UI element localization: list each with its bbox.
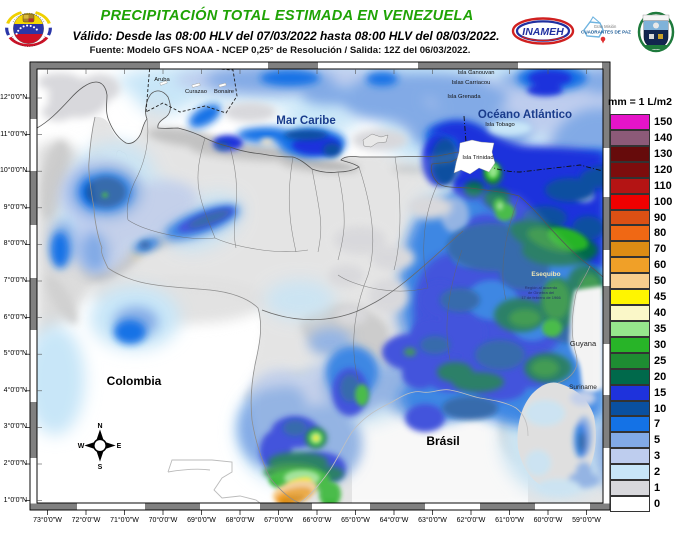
svg-text:Región al acuerdo: Región al acuerdo	[525, 285, 558, 290]
svg-text:Suriname: Suriname	[569, 384, 597, 391]
svg-text:Guyana: Guyana	[570, 339, 597, 348]
svg-text:INAMEH: INAMEH	[522, 26, 564, 38]
svg-text:Aruba: Aruba	[154, 77, 170, 83]
svg-text:Isla Grenada: Isla Grenada	[447, 94, 481, 100]
svg-text:Mar Caribe: Mar Caribe	[276, 115, 335, 127]
svg-text:W: W	[78, 443, 85, 450]
svg-text:Océano Atlántico: Océano Atlántico	[478, 109, 572, 121]
svg-text:Bonaire: Bonaire	[214, 89, 234, 95]
svg-text:Esequibo: Esequibo	[531, 271, 560, 278]
svg-text:Curazao: Curazao	[185, 89, 207, 95]
svg-text:N: N	[97, 423, 102, 430]
svg-text:17 de febrero de 1966: 17 de febrero de 1966	[521, 295, 561, 300]
svg-text:Colombia: Colombia	[107, 374, 162, 388]
svg-text:Isla Canouvan: Isla Canouvan	[457, 70, 494, 76]
svg-text:CUADRANTES DE PAZ: CUADRANTES DE PAZ	[581, 30, 631, 35]
svg-text:de Ginebra del: de Ginebra del	[528, 290, 554, 295]
svg-text:E: E	[117, 443, 122, 450]
svg-text:Islas Carriacou: Islas Carriacou	[452, 80, 491, 86]
svg-text:Isla Tobago: Isla Tobago	[485, 122, 515, 128]
svg-text:Isla Trinidad: Isla Trinidad	[462, 155, 493, 161]
svg-text:Gran Misión: Gran Misión	[594, 24, 617, 29]
svg-text:Brásil: Brásil	[426, 434, 459, 448]
svg-text:S: S	[98, 464, 103, 471]
